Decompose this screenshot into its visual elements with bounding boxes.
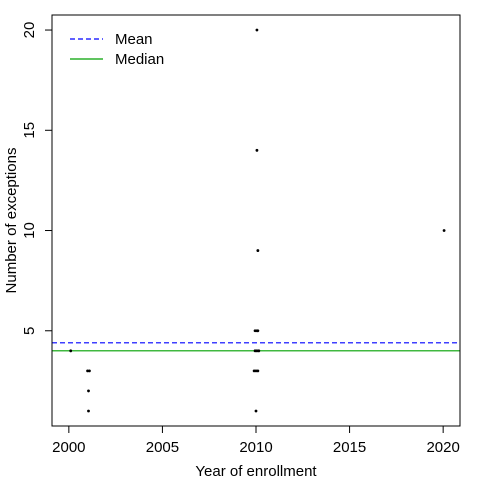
data-point [255, 28, 259, 32]
x-tick-label: 2015 [333, 439, 366, 456]
x-tick-label: 2000 [52, 439, 85, 456]
x-tick-label: 2020 [426, 439, 459, 456]
data-point [87, 389, 90, 393]
data-point [442, 229, 446, 232]
y-tick-label: 10 [21, 222, 38, 239]
data-point [87, 409, 90, 413]
y-tick-label: 15 [21, 122, 38, 139]
legend: Mean Median [70, 31, 164, 68]
data-point [256, 369, 260, 373]
data-point [69, 349, 73, 353]
data-point [254, 409, 258, 413]
y-axis-label: Number of exceptions [3, 148, 20, 294]
x-axis-label: Year of enrollment [195, 463, 317, 480]
legend-median-label: Median [115, 51, 164, 68]
legend-mean-label: Mean [115, 31, 153, 48]
data-point [256, 249, 260, 252]
y-tick-label: 20 [21, 22, 38, 39]
data-point [256, 329, 260, 333]
x-tick-label: 2005 [146, 439, 179, 456]
data-point [88, 369, 91, 373]
x-tick-label: 2010 [239, 439, 272, 456]
y-tick-label: 5 [21, 327, 38, 335]
data-point [257, 349, 261, 353]
data-point [255, 148, 259, 152]
